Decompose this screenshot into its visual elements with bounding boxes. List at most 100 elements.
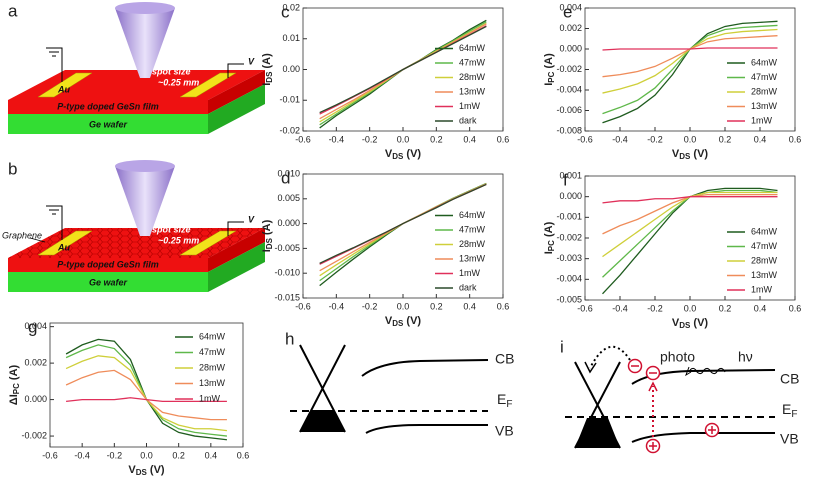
cb-band <box>361 359 489 377</box>
panel-label: c <box>281 2 290 21</box>
series-line <box>602 47 778 51</box>
x-tick-label: 0.2 <box>172 450 185 460</box>
axis-label-unit: (V) <box>690 148 708 160</box>
hv-label: hν <box>738 349 753 365</box>
axis-label: VDS (V) <box>385 315 422 328</box>
wafer-side <box>208 242 265 292</box>
legend-label: 28mW <box>459 72 486 82</box>
wafer-label: Ge wafer <box>89 277 128 287</box>
spot-label: spot size <box>152 66 191 76</box>
panel-label: a <box>8 1 18 20</box>
filled-states <box>300 410 345 432</box>
legend-label: 47mW <box>751 72 778 82</box>
axis-label-unit: (V) <box>147 464 165 476</box>
axis-label-sub: DS <box>392 152 404 161</box>
vb-band <box>365 424 488 434</box>
axis-label: VDS (V) <box>672 317 709 330</box>
axis-label: VDS (V) <box>672 148 709 161</box>
x-tick-label: 0.0 <box>684 303 697 313</box>
axis-label-main: I <box>543 251 555 254</box>
y-tick-label: 0.02 <box>282 2 300 12</box>
panel-label: i <box>560 337 564 356</box>
ground <box>46 205 63 240</box>
y-tick-label: 0.004 <box>559 2 582 12</box>
x-tick-label: -0.4 <box>612 134 628 144</box>
lens-top <box>115 160 175 172</box>
panel-label: g <box>28 317 37 336</box>
film-front <box>8 258 208 272</box>
axis-label-main: ΔI <box>8 394 20 405</box>
photon <box>689 367 726 375</box>
x-tick-label: -0.6 <box>42 450 58 460</box>
legend-label: dark <box>459 115 477 125</box>
panel-label: d <box>281 168 290 187</box>
axis-label-unit: (V) <box>403 148 421 160</box>
x-tick-label: 0.4 <box>463 301 476 311</box>
axis-label: IPC (A) <box>543 53 556 86</box>
device-b: b Graphene Au V spot size ~0.25 mm P-typ… <box>2 159 265 292</box>
y-tick-label: 0.000 <box>277 218 300 228</box>
x-tick-label: 0.0 <box>140 450 153 460</box>
lens <box>115 4 175 78</box>
x-tick-label: 0.2 <box>430 134 443 144</box>
y-tick-label: 0.00 <box>282 64 300 74</box>
axis-label-sub: DS <box>679 152 691 161</box>
electrode <box>179 230 237 256</box>
plot-frame <box>302 173 504 299</box>
ground <box>46 47 63 82</box>
arrowhead <box>584 361 597 374</box>
graphene-label: Graphene <box>2 230 42 240</box>
panel-label: e <box>563 2 572 21</box>
legend-label: 13mW <box>459 253 486 263</box>
axis-label-unit: (A) <box>261 219 273 238</box>
signs <box>631 365 716 450</box>
axis-label-main: I <box>543 83 555 86</box>
legend-label: 64mW <box>459 43 486 53</box>
wafer-front <box>8 114 208 134</box>
x-tick-label: 0.6 <box>789 134 802 144</box>
y-tick-label: -0.001 <box>556 212 582 222</box>
y-tick-label: -0.003 <box>556 253 582 263</box>
electrode-label: Au <box>57 84 70 94</box>
x-tick-label: 0.0 <box>397 301 410 311</box>
legend-label: 1mW <box>459 101 481 111</box>
x-tick-label: 0.2 <box>430 301 443 311</box>
axis-label-main: V <box>128 464 136 476</box>
y-tick-label: -0.015 <box>274 292 300 302</box>
axis-label-main: V <box>385 148 393 160</box>
x-tick-label: 0.6 <box>789 303 802 313</box>
legend-label: 28mW <box>459 239 486 249</box>
axis-label-sub: DS <box>265 237 274 249</box>
carriers <box>627 358 720 454</box>
legend-label: 1mW <box>751 284 773 294</box>
spot-value: ~0.25 mm <box>158 77 199 87</box>
spot-label: spot size <box>152 224 191 234</box>
axis-label-unit: (A) <box>261 53 273 72</box>
y-tick-label: 0.004 <box>24 321 47 331</box>
y-tick-label: -0.002 <box>556 64 582 74</box>
film-side <box>208 228 265 272</box>
y-tick-label: 0.002 <box>24 357 47 367</box>
film-label: P-type doped GeSn film <box>57 259 159 269</box>
legend-label: 13mW <box>199 378 226 388</box>
x-tick-label: -0.4 <box>329 134 345 144</box>
x-tick-label: 0.4 <box>463 134 476 144</box>
panel-label: h <box>285 329 294 348</box>
axis-label-sub: PC <box>12 383 21 394</box>
axis-label-main: V <box>385 315 393 327</box>
y-tick-label: -0.01 <box>279 95 300 105</box>
pointer <box>29 237 46 243</box>
wafer-side <box>208 84 265 134</box>
voltage-label: V <box>248 56 255 66</box>
y-tick-label: 0.000 <box>24 394 47 404</box>
axis-label-main: V <box>672 317 680 329</box>
axis-label-unit: (V) <box>403 315 421 327</box>
y-tick-label: 0.001 <box>559 170 582 180</box>
ef-label: EF <box>497 391 512 410</box>
y-tick-label: 0.002 <box>559 23 582 33</box>
spot-value: ~0.25 mm <box>158 235 199 245</box>
panel-label: f <box>563 170 568 189</box>
y-tick-label: -0.002 <box>21 430 47 440</box>
x-tick-label: 0.0 <box>397 134 410 144</box>
vb-label: VB <box>780 431 799 447</box>
